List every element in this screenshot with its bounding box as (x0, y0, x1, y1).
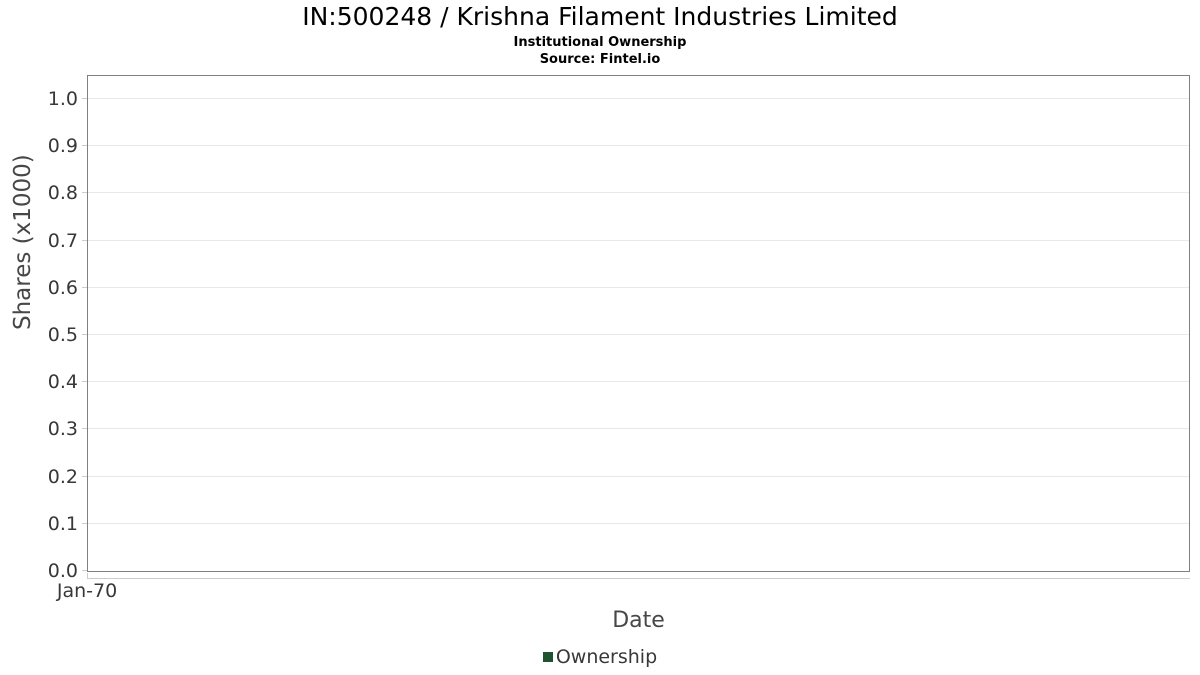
gridline (88, 381, 1189, 382)
y-axis-tick-mark (82, 334, 87, 335)
y-axis-tick-mark (82, 570, 87, 571)
gridline (88, 334, 1189, 335)
y-tick-label: 1.0 (47, 88, 78, 110)
gridline (88, 523, 1189, 524)
chart-source: Source: Fintel.io (539, 52, 661, 67)
y-axis-tick-mark (82, 523, 87, 524)
y-tick-label: 0.8 (47, 182, 78, 204)
y-axis-tick-mark (82, 476, 87, 477)
gridline (88, 145, 1189, 146)
y-tick-label: 0.3 (47, 418, 78, 440)
y-tick-label: 0.5 (47, 324, 78, 346)
gridline (88, 287, 1189, 288)
plot-area (82, 75, 1190, 572)
y-axis-tick-mark (82, 145, 87, 146)
y-tick-label: 0.2 (47, 466, 78, 488)
y-axis-tick-mark (82, 287, 87, 288)
y-axis-tick-mark (82, 240, 87, 241)
y-axis-tick-mark (82, 98, 87, 99)
x-tick-label: Jan-70 (56, 580, 118, 602)
x-axis-title: Date (612, 608, 665, 633)
y-axis-tick-mark (82, 381, 87, 382)
gridline (88, 476, 1189, 477)
gridline (88, 240, 1189, 241)
legend: Ownership (0, 646, 1200, 668)
x-axis-line (87, 578, 1190, 579)
y-axis-tick-labels: 1.0 0.9 0.8 0.7 0.6 0.5 0.4 0.3 0.2 0.1 0.0 (0, 75, 80, 582)
y-tick-label: 0.7 (47, 230, 78, 252)
y-tick-label: 0.0 (47, 560, 78, 582)
y-tick-label: 0.1 (47, 513, 78, 535)
y-tick-label: 0.9 (47, 135, 78, 157)
x-axis-tick-mark (87, 573, 88, 578)
legend-marker-square (542, 652, 553, 662)
gridline (88, 98, 1189, 99)
gridline (88, 428, 1189, 429)
y-axis-tick-mark (82, 192, 87, 193)
y-axis-tick-mark (82, 428, 87, 429)
y-tick-label: 0.4 (47, 371, 78, 393)
legend-label[interactable]: Ownership (555, 646, 658, 668)
gridline (88, 192, 1189, 193)
y-tick-label: 0.6 (47, 277, 78, 299)
chart-subtitle: Institutional Ownership (513, 35, 687, 50)
chart-title: IN:500248 / Krishna Filament Industries … (302, 2, 898, 31)
